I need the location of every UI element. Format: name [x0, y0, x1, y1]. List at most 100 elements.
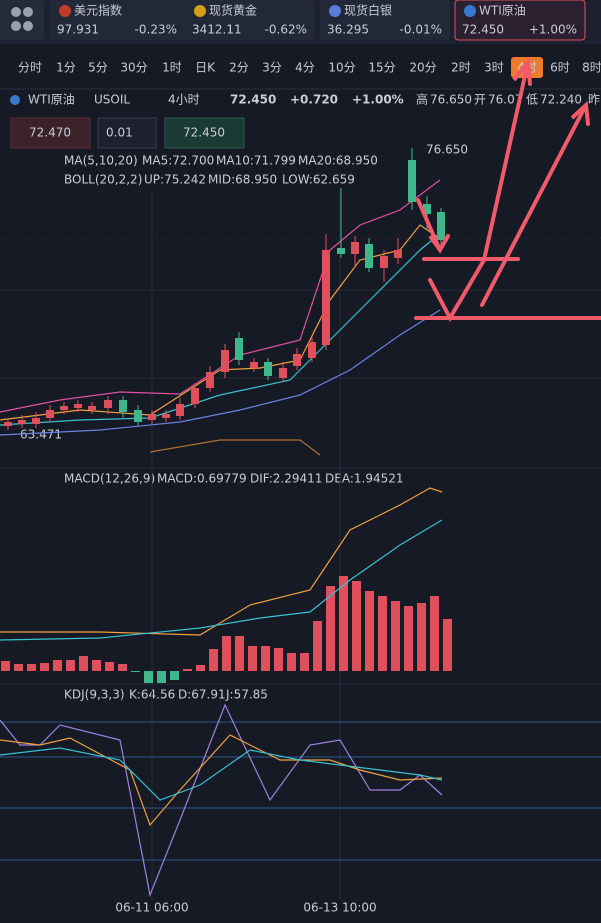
macd-bar — [417, 603, 426, 671]
candle-body — [119, 400, 127, 412]
date-label: 06-13 10:00 — [303, 901, 376, 915]
macd-bar — [261, 646, 270, 671]
boll-lower — [0, 309, 441, 436]
candle-body — [4, 422, 12, 426]
quantity: 0.01 — [106, 126, 133, 140]
timeframe-tab[interactable]: 8时 — [582, 61, 601, 75]
ticker-icon — [194, 5, 206, 17]
ticker-card[interactable] — [185, 0, 315, 40]
candle-body — [437, 212, 445, 240]
menu-button[interactable] — [0, 0, 44, 40]
macd-bar — [131, 671, 140, 672]
macd-bar — [274, 648, 283, 671]
timeframe-tab[interactable]: 日K — [195, 61, 216, 75]
macd-bar — [14, 664, 23, 671]
sell-box[interactable] — [10, 117, 91, 149]
ticker-name: WTI原油 — [479, 4, 526, 18]
dif: DIF:2.29411 — [250, 472, 322, 486]
sell-price: 72.470 — [29, 126, 71, 140]
macd-bar — [209, 649, 218, 671]
candle-body — [423, 204, 431, 214]
macd-bar — [300, 653, 309, 671]
ticker-card[interactable] — [454, 0, 586, 41]
kdj-j — [0, 703, 443, 898]
change: +0.720 — [290, 93, 338, 107]
low: 72.240 — [540, 93, 582, 107]
timeframe-tab[interactable]: 15分 — [368, 61, 395, 75]
ticker-change: -0.23% — [135, 23, 177, 37]
candle-body — [46, 410, 54, 418]
price-high-mark: 76.650 — [426, 143, 468, 157]
annotation-arrow — [416, 198, 450, 254]
annotation-arrow — [428, 56, 532, 323]
timeframe-tab[interactable]: 分时 — [18, 61, 42, 75]
buy-price: 72.450 — [183, 126, 225, 140]
ticker-price: 72.450 — [462, 23, 504, 37]
candle-body — [250, 362, 258, 368]
macd-bar — [365, 591, 374, 671]
macd-bar — [378, 596, 387, 671]
timeframe-tab[interactable]: 3时 — [484, 61, 504, 75]
ticker-icon — [329, 5, 341, 17]
kdj-d — [0, 747, 443, 801]
candle-body — [206, 372, 214, 388]
boll-mid — [0, 231, 443, 426]
timeframe-tab[interactable]: 4分 — [295, 61, 315, 75]
price: 72.450 — [230, 93, 276, 107]
macd-bar — [79, 656, 88, 671]
timeframe-tab[interactable]: 1时 — [162, 61, 182, 75]
date-label: 06-11 06:00 — [115, 901, 188, 915]
percent: +1.00% — [352, 93, 404, 107]
ticker-price: 3412.11 — [192, 23, 242, 37]
macd-bar — [404, 606, 413, 671]
candle-body — [74, 404, 82, 408]
ma-label: MA(5,10,20) — [64, 154, 138, 168]
macd-bar — [118, 664, 127, 671]
candle-body — [322, 250, 330, 345]
macd-bar — [248, 646, 257, 671]
macd-bar — [170, 671, 179, 680]
candle-body — [365, 244, 373, 268]
candle-body — [380, 256, 388, 268]
macd-bar — [105, 662, 114, 671]
macd-bar — [66, 660, 75, 671]
boll-up: UP:75.242 — [144, 173, 206, 187]
ma10: MA10:71.799 — [216, 154, 296, 168]
buy-box[interactable] — [164, 117, 245, 149]
timeframe-tab[interactable]: 20分 — [409, 61, 436, 75]
ticker-card[interactable] — [50, 0, 185, 40]
timeframe-tab[interactable]: 6时 — [550, 61, 570, 75]
dif — [0, 487, 443, 636]
candle-body — [279, 368, 287, 378]
ticker-name: 美元指数 — [74, 3, 122, 18]
candle-body — [88, 406, 96, 410]
menu-icon — [11, 7, 33, 31]
timeframe-tab[interactable]: 30分 — [120, 61, 147, 75]
boll-mid: MID:68.950 — [208, 173, 277, 187]
candle-body — [176, 404, 184, 416]
macd-bar — [326, 586, 335, 671]
candle-body — [337, 248, 345, 254]
timeframe-tab[interactable]: 2分 — [229, 61, 249, 75]
high: 76.650 — [430, 93, 472, 107]
quantity-box[interactable] — [97, 117, 157, 149]
candle-body — [32, 418, 40, 424]
macd-bar — [92, 660, 101, 671]
macd-bar — [287, 653, 296, 671]
timeframe-tab[interactable]: 5分 — [88, 61, 108, 75]
timeframe-tab[interactable]: 3分 — [262, 61, 282, 75]
candle-body — [60, 406, 68, 410]
timeframe-tab[interactable]: 10分 — [328, 61, 355, 75]
candle-body — [162, 414, 170, 418]
macd-value: MACD:0.69779 — [157, 472, 247, 486]
kdj-d: D:67.91 — [178, 688, 226, 702]
ticker-card[interactable] — [320, 0, 450, 40]
macd-bar — [339, 576, 348, 671]
candle-body — [308, 342, 316, 358]
symbol-icon — [10, 95, 20, 105]
macd-bar — [222, 636, 231, 671]
timeframe-tab[interactable]: 2时 — [451, 61, 471, 75]
candle-body — [191, 388, 199, 404]
timeframe-tab[interactable]: 1分 — [56, 61, 76, 75]
